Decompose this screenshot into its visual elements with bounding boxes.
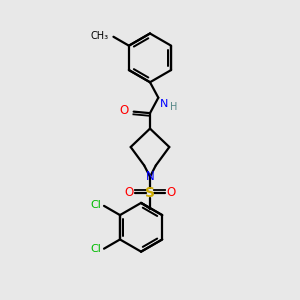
- Text: N: N: [146, 170, 154, 183]
- Text: S: S: [145, 186, 155, 200]
- Text: Cl: Cl: [90, 200, 101, 210]
- Text: O: O: [124, 186, 134, 199]
- Text: Cl: Cl: [90, 244, 101, 254]
- Text: H: H: [169, 102, 177, 112]
- Text: O: O: [119, 104, 128, 117]
- Text: O: O: [166, 186, 176, 199]
- Text: N: N: [160, 99, 168, 109]
- Text: CH₃: CH₃: [91, 31, 109, 41]
